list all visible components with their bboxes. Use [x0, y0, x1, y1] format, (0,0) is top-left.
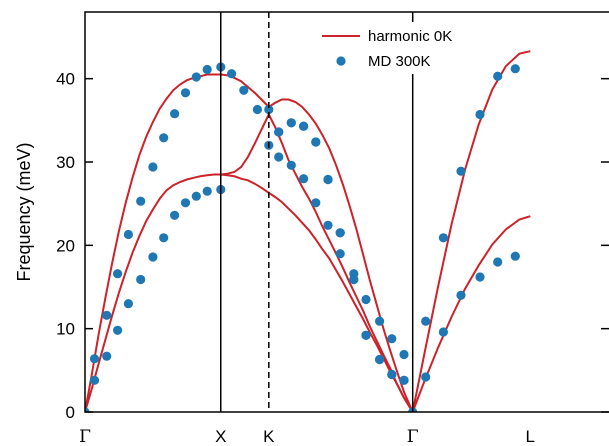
md-point [493, 257, 503, 267]
legend-marker-swatch [336, 56, 346, 66]
legend-label-md: MD 300K [368, 53, 431, 70]
x-tick-label: L [526, 427, 535, 446]
md-point [335, 249, 345, 259]
md-point [475, 272, 485, 282]
md-point [159, 233, 169, 243]
md-point [475, 109, 485, 120]
md-point [438, 327, 448, 337]
md-point [170, 210, 180, 220]
md-point [252, 104, 262, 115]
md-point [202, 186, 212, 196]
md-point [311, 137, 321, 147]
md-point [456, 166, 466, 176]
y-axis-ticks: 0 10 20 30 40 [56, 70, 609, 422]
md-point [85, 407, 90, 412]
md-point [148, 162, 158, 172]
x-tick-label: X [215, 427, 226, 446]
md-point [102, 351, 112, 361]
x-tick-label: Γ [79, 427, 91, 446]
harmonic-branch-8 [411, 50, 531, 412]
md-point [148, 252, 158, 262]
md-point [89, 354, 100, 364]
md-point [89, 375, 100, 385]
y-axis-label: Frequency (meV) [14, 142, 34, 281]
md-point [335, 228, 345, 238]
md-point [180, 88, 191, 98]
md-point [361, 330, 371, 340]
md-point [421, 316, 431, 326]
harmonic-branch-7 [411, 215, 531, 412]
md-point [123, 299, 133, 309]
harmonic-branch-1 [85, 73, 221, 412]
y-tick-label: 20 [56, 236, 75, 255]
harmonic-branch-2 [220, 114, 270, 176]
md-markers [85, 62, 520, 412]
md-point [191, 191, 201, 201]
x-tick-label: K [263, 427, 275, 446]
y-tick-label: 0 [66, 403, 75, 422]
md-point [438, 233, 448, 243]
md-point [159, 133, 169, 143]
md-point [387, 334, 397, 344]
md-point [170, 109, 180, 119]
md-point [202, 64, 212, 75]
md-point [239, 85, 249, 95]
md-point [510, 64, 520, 74]
md-point [123, 229, 133, 240]
plot-frame [84, 11, 609, 413]
harmonic-branch-6 [268, 98, 414, 412]
md-point [399, 375, 409, 385]
md-point [274, 127, 284, 137]
md-point [113, 269, 123, 279]
md-point [323, 220, 333, 230]
md-point [299, 121, 309, 131]
md-point [180, 198, 191, 208]
md-point [323, 174, 333, 185]
harmonic-curves [85, 50, 531, 412]
md-point [113, 325, 123, 335]
y-tick-label: 40 [56, 70, 75, 89]
md-point [510, 251, 520, 261]
md-point [136, 274, 146, 285]
harmonic-branch-4 [220, 173, 414, 412]
y-tick-label: 10 [56, 320, 75, 339]
md-point [264, 104, 274, 115]
md-point [102, 310, 112, 320]
md-point [274, 152, 284, 162]
md-point [191, 72, 201, 82]
high-symmetry-lines [220, 12, 414, 412]
md-point [421, 372, 431, 382]
md-point [399, 349, 409, 360]
md-point [299, 174, 309, 184]
y-tick-label: 30 [56, 153, 75, 172]
harmonic-branch-5 [267, 114, 414, 412]
md-point [361, 294, 371, 305]
md-point [456, 290, 466, 300]
legend: harmonic 0K MD 300K [310, 22, 470, 74]
legend-label-harmonic: harmonic 0K [368, 28, 452, 45]
md-point [387, 369, 397, 380]
harmonic-branch-0 [85, 173, 221, 412]
md-point [136, 196, 146, 206]
md-point [375, 316, 385, 326]
md-point [311, 198, 321, 208]
md-point [375, 354, 385, 365]
md-point [286, 118, 296, 128]
md-point [227, 69, 237, 79]
md-point [349, 274, 359, 285]
md-point [493, 71, 503, 81]
x-tick-label: Γ [407, 427, 419, 446]
md-point [286, 160, 296, 170]
legend-background [310, 22, 470, 74]
